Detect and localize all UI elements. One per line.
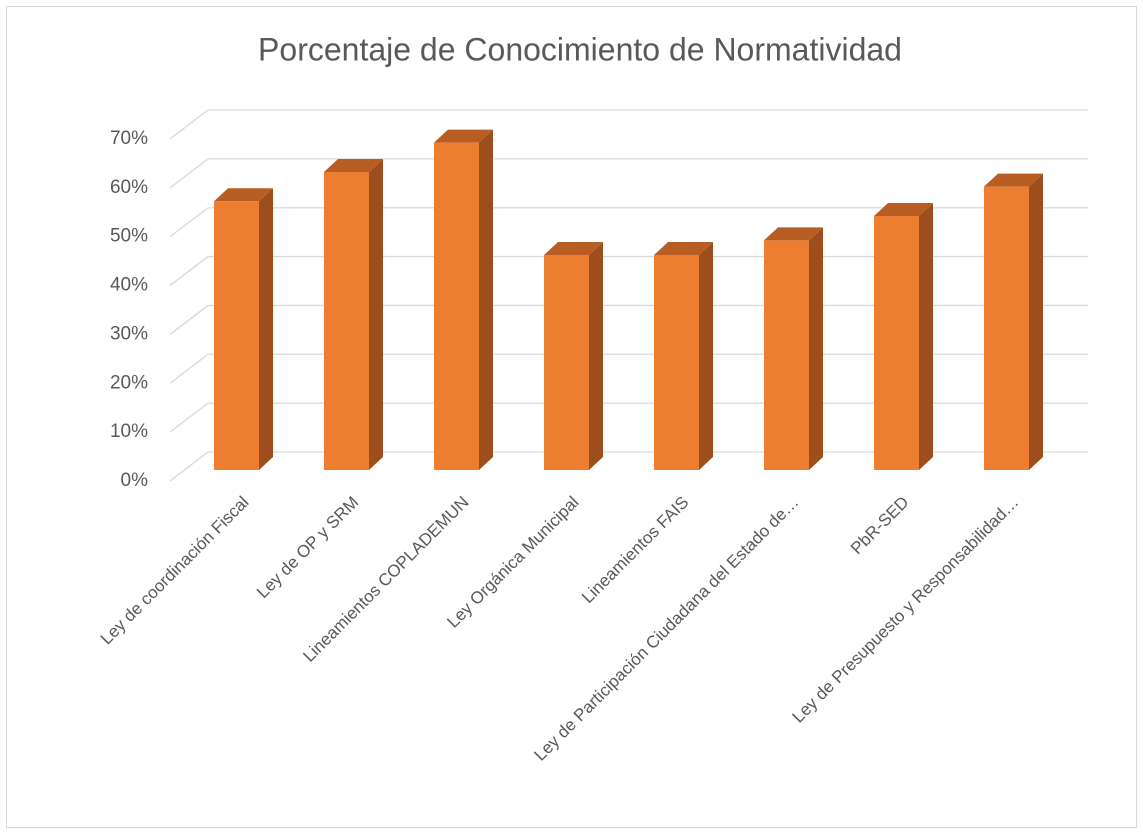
bar-top — [544, 242, 603, 256]
bar-side — [919, 202, 933, 470]
bar-top — [654, 242, 713, 256]
y-tick-label: 50% — [110, 226, 148, 247]
grid-line — [169, 402, 209, 433]
bar-front — [434, 142, 479, 470]
grid-line — [169, 109, 209, 140]
bar-side — [369, 158, 383, 470]
bar-top — [324, 158, 383, 172]
grid-line — [169, 353, 209, 384]
bar-side — [479, 129, 493, 470]
y-tick-label: 40% — [110, 275, 148, 296]
bar — [214, 188, 273, 471]
bar-top — [434, 129, 493, 143]
grid-line — [169, 304, 209, 335]
bar-side — [589, 242, 603, 470]
bar-front — [544, 255, 589, 470]
bar — [874, 202, 933, 470]
bar-front — [984, 186, 1029, 470]
grid-line — [169, 256, 209, 287]
bar-top — [874, 202, 933, 216]
grid-line — [169, 451, 209, 482]
y-tick-label: 10% — [110, 421, 148, 442]
bar-top — [764, 227, 823, 241]
bar-side — [1029, 173, 1043, 470]
bar — [984, 173, 1043, 470]
y-tick-label: 70% — [110, 128, 148, 149]
bar — [544, 242, 603, 470]
bar-front — [654, 255, 699, 470]
bar-front — [324, 171, 369, 470]
bar-front — [764, 240, 809, 470]
bar-side — [699, 242, 713, 470]
bar — [764, 227, 823, 470]
bar-front — [874, 215, 919, 470]
y-tick-label: 30% — [110, 323, 148, 344]
chart-title: Porcentaje de Conocimiento de Normativid… — [258, 31, 902, 67]
bar-front — [214, 201, 259, 471]
bar-side — [809, 227, 823, 470]
bar-side — [259, 188, 273, 471]
bar — [434, 129, 493, 470]
y-tick-label: 20% — [110, 372, 148, 393]
bar — [654, 242, 713, 470]
grid-line — [169, 207, 209, 238]
y-tick-label: 0% — [121, 470, 149, 491]
y-tick-label: 60% — [110, 177, 148, 198]
bar — [324, 158, 383, 470]
grid-line — [169, 158, 209, 189]
bar-top — [214, 188, 273, 202]
bar-top — [984, 173, 1043, 187]
